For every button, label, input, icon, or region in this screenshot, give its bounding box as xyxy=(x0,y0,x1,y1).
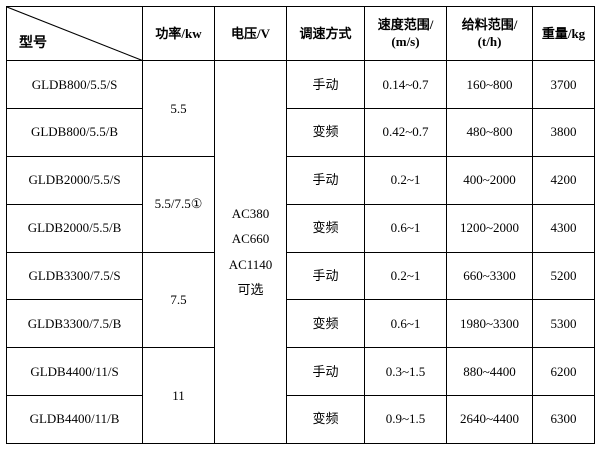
cell-voltage: AC380 AC660 AC1140 可选 xyxy=(214,60,287,444)
cell-model: GLDB2000/5.5/B xyxy=(6,203,143,253)
header-cell-speed-range: 速度范围/ (m/s) xyxy=(364,5,447,62)
voltage-option-ac380: AC380 xyxy=(231,206,270,222)
header-label-speed-range-2: (m/s) xyxy=(391,33,420,49)
table-header-row: 型号 功率/kw 电压/V 调速方式 速度范围/ (m/s) 给料范围/ (t/ xyxy=(6,5,595,62)
cell-model: GLDB3300/7.5/S xyxy=(6,251,143,301)
table-row: GLDB3300/7.5/B 变频 0.6~1 1980~3300 5300 xyxy=(6,299,595,349)
cell-model: GLDB3300/7.5/B xyxy=(6,299,143,349)
header-label-model: 型号 xyxy=(19,35,47,51)
voltage-option-selectable: 可选 xyxy=(237,281,264,297)
cell-model: GLDB4400/11/B xyxy=(6,395,143,444)
cell-model: GLDB800/5.5/S xyxy=(6,60,143,110)
cell-weight: 6300 xyxy=(532,395,595,444)
header-label-speed-mode: 调速方式 xyxy=(299,25,352,41)
table-row: GLDB2000/5.5/B 变频 0.6~1 1200~2000 4300 xyxy=(6,203,595,253)
cell-feed-range: 660~3300 xyxy=(446,251,533,301)
header-label-voltage: 电压/V xyxy=(230,25,270,41)
header-label-feed-range-2: (t/h) xyxy=(477,33,502,49)
cell-feed-range: 400~2000 xyxy=(446,156,533,205)
diagonal-divider-icon xyxy=(7,7,142,61)
cell-weight: 3700 xyxy=(532,60,595,110)
header-cell-model-corner: 型号 xyxy=(6,5,143,62)
header-cell-speed-mode: 调速方式 xyxy=(286,5,365,62)
cell-power: 5.5 xyxy=(142,60,215,157)
cell-model: GLDB800/5.5/B xyxy=(6,108,143,157)
cell-speed-mode: 手动 xyxy=(286,251,365,301)
cell-power: 11 xyxy=(142,347,215,444)
cell-weight: 6200 xyxy=(532,347,595,397)
table-row: GLDB4400/11/S 11 手动 0.3~1.5 880~4400 620… xyxy=(6,347,595,444)
cell-model: GLDB4400/11/S xyxy=(6,347,143,397)
table-row: GLDB4400/11/B 变频 0.9~1.5 2640~4400 6300 xyxy=(6,395,595,444)
cell-speed-range: 0.3~1.5 xyxy=(364,347,447,397)
header-label-power: 功率/kw xyxy=(155,25,202,41)
cell-feed-range: 1200~2000 xyxy=(446,203,533,253)
cell-feed-range: 1980~3300 xyxy=(446,299,533,349)
cell-weight: 5200 xyxy=(532,251,595,301)
header-cell-weight: 重量/kg xyxy=(532,5,595,62)
table-row: GLDB3300/7.5/S 7.5 手动 0.2~1 660~3300 520… xyxy=(6,251,595,349)
header-label-speed-range-1: 速度范围/ xyxy=(377,17,434,33)
header-label-weight: 重量/kg xyxy=(541,25,586,41)
table-row: GLDB800/5.5/B 变频 0.42~0.7 480~800 3800 xyxy=(6,108,595,157)
cell-model: GLDB2000/5.5/S xyxy=(6,156,143,205)
cell-feed-range: 480~800 xyxy=(446,108,533,157)
cell-speed-mode: 手动 xyxy=(286,156,365,205)
cell-speed-range: 0.2~1 xyxy=(364,251,447,301)
voltage-option-ac1140: AC1140 xyxy=(228,256,273,272)
cell-speed-range: 0.14~0.7 xyxy=(364,60,447,110)
cell-speed-mode: 变频 xyxy=(286,299,365,349)
cell-speed-range: 0.6~1 xyxy=(364,203,447,253)
cell-speed-mode: 变频 xyxy=(286,108,365,157)
header-cell-voltage: 电压/V xyxy=(214,5,287,62)
cell-feed-range: 880~4400 xyxy=(446,347,533,397)
cell-speed-range: 0.2~1 xyxy=(364,156,447,205)
table-row: GLDB800/5.5/S 5.5 AC380 AC660 AC1140 可选 … xyxy=(6,60,595,444)
cell-weight: 4200 xyxy=(532,156,595,205)
cell-speed-range: 0.6~1 xyxy=(364,299,447,349)
cell-power: 5.5/7.5① xyxy=(142,156,215,253)
cell-speed-mode: 变频 xyxy=(286,395,365,444)
cell-feed-range: 160~800 xyxy=(446,60,533,110)
header-label-feed-range-1: 给料范围/ xyxy=(461,17,518,33)
specification-table: 型号 功率/kw 电压/V 调速方式 速度范围/ (m/s) 给料范围/ (t/ xyxy=(6,5,595,444)
table-row: GLDB2000/5.5/S 5.5/7.5① 手动 0.2~1 400~200… xyxy=(6,156,595,253)
header-cell-power: 功率/kw xyxy=(142,5,215,62)
cell-feed-range: 2640~4400 xyxy=(446,395,533,444)
cell-speed-mode: 手动 xyxy=(286,347,365,397)
cell-speed-mode: 手动 xyxy=(286,60,365,110)
cell-speed-mode: 变频 xyxy=(286,203,365,253)
cell-speed-range: 0.42~0.7 xyxy=(364,108,447,157)
cell-speed-range: 0.9~1.5 xyxy=(364,395,447,444)
cell-weight: 3800 xyxy=(532,108,595,157)
cell-weight: 4300 xyxy=(532,203,595,253)
cell-power: 7.5 xyxy=(142,251,215,349)
header-cell-feed-range: 给料范围/ (t/h) xyxy=(446,5,533,62)
cell-weight: 5300 xyxy=(532,299,595,349)
voltage-option-ac660: AC660 xyxy=(231,231,270,247)
